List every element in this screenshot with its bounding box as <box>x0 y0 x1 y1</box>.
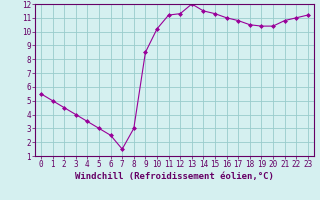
X-axis label: Windchill (Refroidissement éolien,°C): Windchill (Refroidissement éolien,°C) <box>75 172 274 181</box>
